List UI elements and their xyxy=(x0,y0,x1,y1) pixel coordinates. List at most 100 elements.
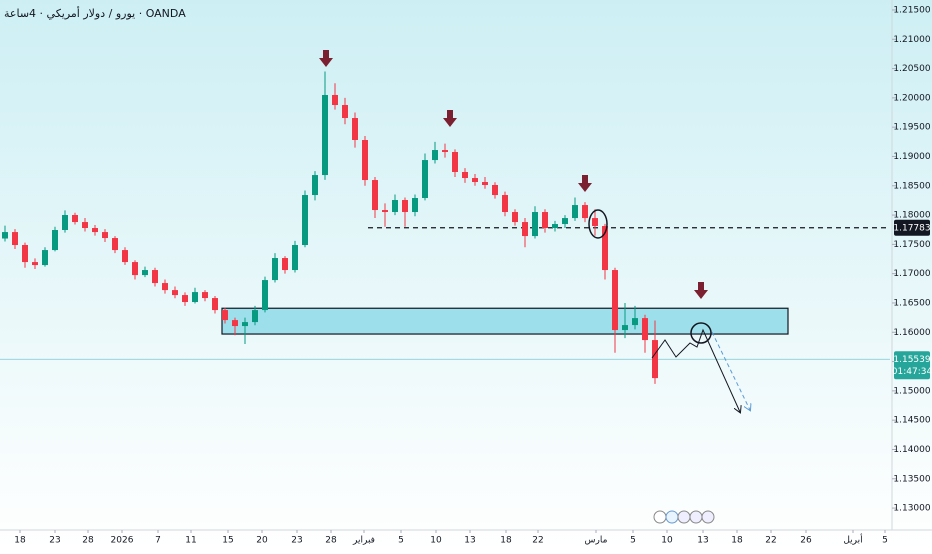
candle-body xyxy=(82,222,88,229)
x-tick-label: 18 xyxy=(14,536,26,546)
x-tick-label: 15 xyxy=(222,536,233,546)
x-tick-label: 5 xyxy=(398,536,404,546)
projection-path xyxy=(651,328,740,412)
y-tick-label: 1.20500 xyxy=(893,64,930,74)
candle-body xyxy=(542,212,548,229)
candle-body xyxy=(612,270,618,331)
x-tick-label: 13 xyxy=(464,536,475,546)
y-tick-label: 1.16500 xyxy=(893,298,930,308)
candle-body xyxy=(462,171,468,179)
candle-body xyxy=(72,215,78,223)
chart-title: يورو / دولار أمريكي · 4ساعة · OANDA xyxy=(4,6,186,20)
candle-body xyxy=(32,262,38,266)
candle-body xyxy=(562,218,568,225)
candle-body xyxy=(92,228,98,233)
down-arrows xyxy=(319,50,708,299)
candle-body xyxy=(632,318,638,326)
last-price-label: 1.15539 xyxy=(893,355,930,365)
annotations xyxy=(319,50,750,524)
candle-body xyxy=(362,139,368,181)
last-price-box xyxy=(894,351,930,380)
candle-body xyxy=(112,238,118,251)
x-tick-label: 18 xyxy=(731,536,743,546)
y-tick-label: 1.16000 xyxy=(893,328,930,338)
y-tick-label: 1.13000 xyxy=(893,504,930,514)
candle-body xyxy=(62,215,68,231)
candle-body xyxy=(152,270,158,284)
y-tick-label: 1.13500 xyxy=(893,474,930,484)
candle-body xyxy=(382,210,388,213)
candle-body xyxy=(282,258,288,271)
candle-body xyxy=(512,212,518,223)
candle-body xyxy=(572,205,578,219)
candle-body xyxy=(142,270,148,276)
candle-body xyxy=(272,258,278,281)
candle-body xyxy=(312,175,318,196)
x-tick-label: 2026 xyxy=(111,536,134,546)
y-tick-label: 1.18500 xyxy=(893,181,930,191)
x-tick-label: 10 xyxy=(661,536,673,546)
y-tick-label: 1.17000 xyxy=(893,269,930,279)
candle-body xyxy=(172,290,178,296)
candle-body xyxy=(442,150,448,153)
x-tick-label: 13 xyxy=(697,536,708,546)
candle-body xyxy=(372,180,378,211)
candle-body xyxy=(402,200,408,213)
candle-body xyxy=(242,322,248,327)
y-tick-label: 1.14500 xyxy=(893,416,930,426)
candle-body xyxy=(552,224,558,229)
candle-body xyxy=(182,295,188,303)
candle-body xyxy=(2,232,8,239)
candle-body xyxy=(432,150,438,161)
y-tick-label: 1.21000 xyxy=(893,35,930,45)
candle-body xyxy=(582,205,588,219)
candle-body xyxy=(332,94,338,106)
x-tick-label: مارس xyxy=(585,536,608,546)
candle-body xyxy=(122,250,128,263)
countdown: 01:47:34 xyxy=(892,367,932,377)
x-tick-label: 22 xyxy=(765,536,776,546)
candle-body xyxy=(602,226,608,271)
candle-body xyxy=(212,298,218,311)
candle-body xyxy=(642,318,648,341)
y-tick-label: 1.14000 xyxy=(893,445,930,455)
support-zone xyxy=(221,307,789,335)
candle-body xyxy=(352,118,358,140)
candle-body xyxy=(502,195,508,213)
candle-body xyxy=(322,94,328,176)
candle-body xyxy=(192,292,198,303)
circle-marker xyxy=(588,209,608,239)
y-tick-label: 1.19500 xyxy=(893,123,930,133)
x-tick-label: 7 xyxy=(155,536,161,546)
x-tick-label: 22 xyxy=(532,536,543,546)
x-tick-label: 20 xyxy=(256,536,268,546)
y-tick-label: 1.17500 xyxy=(893,240,930,250)
candle-body xyxy=(482,182,488,186)
candle-body xyxy=(232,320,238,327)
x-tick-label: 23 xyxy=(291,536,302,546)
candle-body xyxy=(252,310,258,323)
level-label: 1.17783 xyxy=(893,223,930,233)
candle-body xyxy=(162,283,168,291)
candle-body xyxy=(492,185,498,196)
y-tick-label: 1.19000 xyxy=(893,152,930,162)
x-tick-label: أبريل xyxy=(843,534,862,546)
candle-body xyxy=(132,262,138,276)
x-tick-label: 28 xyxy=(82,536,94,546)
candle-body xyxy=(12,232,18,246)
toolbar-icons[interactable] xyxy=(653,510,715,524)
x-tick-label: 18 xyxy=(500,536,512,546)
level-label-box xyxy=(894,219,930,236)
candle-body xyxy=(202,292,208,299)
x-tick-label: 10 xyxy=(430,536,442,546)
x-tick-label: فبراير xyxy=(352,536,375,546)
circle-marker xyxy=(690,322,712,344)
candle-body xyxy=(622,325,628,331)
candle-body xyxy=(452,152,458,172)
x-tick-label: 5 xyxy=(630,536,636,546)
candle-body xyxy=(52,230,58,251)
x-tick-label: 28 xyxy=(325,536,337,546)
candle-body xyxy=(22,245,28,263)
candle-body xyxy=(592,218,598,227)
